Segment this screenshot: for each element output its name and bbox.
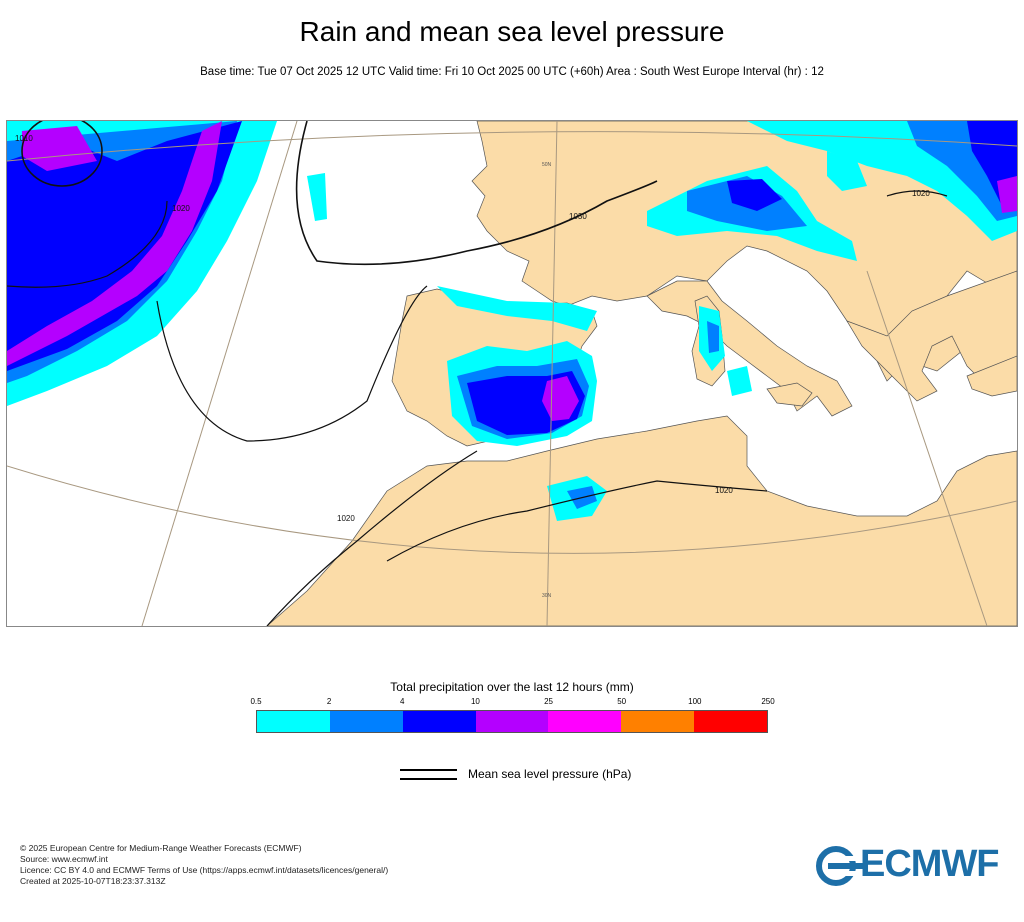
map-svg: 1010 1020 1030 1020 1020 1020 50N 30N (7, 121, 1017, 626)
legend-color-swatch (402, 711, 476, 732)
credits: © 2025 European Centre for Medium-Range … (20, 843, 388, 887)
legend-tick: 2 (326, 697, 332, 706)
land-anatolia (966, 355, 1017, 397)
legend-tick: 25 (544, 697, 553, 706)
isobar-label: 1030 (569, 212, 587, 221)
precip-central-europe (307, 121, 1017, 261)
legend-title: Total precipitation over the last 12 hou… (390, 680, 634, 694)
land-sicily (766, 382, 813, 407)
graticule (7, 121, 1017, 626)
chart-title: Rain and mean sea level pressure (299, 16, 725, 47)
isobar-label: 1020 (337, 514, 355, 523)
legend-colorbar (256, 710, 768, 733)
credit-line: Licence: CC BY 4.0 and ECMWF Terms of Us… (20, 865, 389, 875)
legend-tick: 4 (400, 697, 405, 706)
isobar-label: 1020 (172, 204, 190, 213)
credit-line: © 2025 European Centre for Medium-Range … (20, 843, 302, 853)
legend-tick: 10 (470, 697, 480, 706)
ecmwf-logo-text: ECMWF (860, 843, 1000, 885)
isobar-legend-label: Mean sea level pressure (hPa) (468, 767, 632, 781)
isobars (7, 121, 948, 626)
isobar-label: 1020 (912, 189, 930, 198)
isobar-label: 1010 (15, 134, 33, 143)
legend-color-swatch (257, 711, 330, 732)
precip-iberia (437, 286, 752, 521)
legend-ticks: 0.5 2 4 10 25 50 100 250 (250, 697, 774, 709)
legend-color-swatch (694, 711, 768, 732)
grid-label: 30N (542, 593, 552, 599)
chart-subtitle: Base time: Tue 07 Oct 2025 12 UTC Valid … (200, 66, 824, 78)
credit-line: Source: www.ecmwf.int (20, 854, 108, 864)
isobar-label: 1020 (715, 486, 733, 495)
legend-color-swatch (548, 711, 622, 732)
ecmwf-logo-icon (816, 846, 864, 886)
isobar-legend-line (400, 769, 457, 771)
legend-tick: 100 (688, 697, 702, 706)
land-africa (266, 415, 1017, 626)
credit-line: Created at 2025-10-07T18:23:37.313Z (20, 876, 166, 886)
legend-color-swatch (329, 711, 403, 732)
isobar-legend-line (400, 778, 457, 780)
legend-color-swatch (621, 711, 695, 732)
legend-tick: 50 (617, 697, 627, 706)
legend-tick: 0.5 (250, 697, 262, 706)
land-balkans (846, 270, 1017, 402)
precip-atlantic-band (7, 121, 277, 406)
weather-map[interactable]: 1010 1020 1030 1020 1020 1020 50N 30N (6, 120, 1018, 627)
legend-tick: 250 (761, 697, 775, 706)
legend-color-swatch (475, 711, 549, 732)
grid-label: 50N (542, 162, 552, 168)
